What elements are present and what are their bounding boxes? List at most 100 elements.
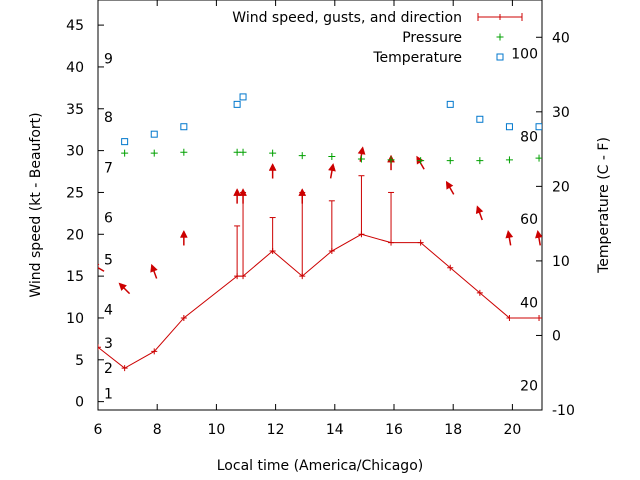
x-axis-label: Local time (America/Chicago) [217, 458, 423, 474]
wind-direction-arrow [535, 230, 542, 246]
pressure-point [239, 148, 247, 156]
fahrenheit-label: 80 [520, 129, 538, 145]
wind-arrow-head [118, 282, 127, 291]
wind-direction-arrow [179, 229, 188, 246]
x-tick-label: 14 [326, 422, 344, 438]
y2-axis-label: Temperature (C - F) [596, 137, 612, 274]
pressure-point [269, 149, 277, 157]
x-tick-label: 6 [94, 422, 103, 438]
pressure-point [446, 157, 454, 165]
beaufort-label: 3 [104, 336, 113, 352]
y2-tick-label: -10 [552, 403, 575, 419]
wind-arrow-head [505, 230, 514, 239]
plot-border [97, 0, 543, 411]
temperature-point [535, 123, 542, 131]
y-tick-label: 5 [75, 353, 84, 369]
pressure-point [476, 157, 484, 165]
wind-arrow-head [233, 188, 242, 196]
wind-speed-line [98, 233, 540, 369]
wind-direction-arrow [150, 263, 158, 279]
y2-tick-label: 10 [552, 254, 570, 270]
wind-arrow-head [475, 205, 484, 214]
wind-speed-point [447, 264, 454, 271]
wind-arrow-head [357, 146, 366, 155]
axis-ticks: 6 8 10 12 14 16 18 2005101520253035404512345678… [66, 0, 575, 438]
wind-direction-arrow [98, 263, 105, 272]
beaufort-label: 4 [104, 303, 113, 319]
wind-arrow-head [150, 263, 158, 273]
temperature-point [446, 100, 454, 108]
pressure-point [535, 154, 542, 162]
wind-arrow-head [298, 188, 307, 196]
wind-speed-point [121, 365, 128, 372]
x-tick-label: 12 [267, 422, 285, 438]
pressure-point [387, 156, 395, 164]
y-tick-label: 30 [66, 144, 84, 160]
pressure-point [298, 152, 306, 160]
wind-arrow-head [445, 180, 454, 190]
wind-arrow-head [98, 263, 100, 271]
wind-arrow-head [535, 230, 542, 239]
y-tick-label: 40 [66, 60, 84, 76]
wind-direction-arrow [328, 163, 336, 179]
wind-speed-point [417, 239, 424, 246]
fahrenheit-label: 20 [520, 378, 538, 394]
wind-speed-point [151, 348, 158, 355]
y-tick-label: 10 [66, 311, 84, 327]
wind-arrow-head [239, 188, 247, 196]
wind-arrow-head [179, 229, 188, 238]
y-tick-label: 35 [66, 102, 84, 118]
wind-speed-point [476, 289, 483, 296]
wind-arrow-shaft [98, 264, 105, 272]
fahrenheit-label: 60 [520, 212, 538, 228]
fahrenheit-label: 40 [520, 296, 538, 312]
wind-direction-arrow [239, 188, 247, 204]
beaufort-label: 7 [104, 160, 113, 176]
temperature-point [180, 123, 188, 131]
wind-direction-arrow [445, 180, 455, 195]
beaufort-label: 2 [104, 361, 113, 377]
temperature-point [239, 93, 247, 101]
y2-tick-label: 20 [552, 179, 570, 195]
pressure-point [150, 149, 158, 157]
pressure-point [180, 148, 188, 156]
plot-frame [97, 0, 543, 411]
wind-speed-point [536, 314, 542, 321]
wind-direction-arrow [505, 230, 514, 246]
wind-speed-point [98, 344, 101, 351]
wind-speed-point [506, 314, 513, 321]
wind-direction-arrow [298, 188, 307, 204]
pressure-point [233, 148, 241, 156]
y-axis-label: Wind speed (kt - Beaufort) [28, 112, 44, 297]
wind-direction-arrow [475, 205, 484, 221]
x-tick-label: 8 [153, 422, 162, 438]
beaufort-label: 9 [104, 52, 113, 68]
x-tick-label: 10 [207, 422, 225, 438]
y2-tick-label: 0 [552, 328, 561, 344]
legend-label: Wind speed, gusts, and direction [232, 10, 462, 26]
pressure-point [357, 155, 365, 163]
legend-label: Temperature [372, 50, 462, 66]
temperature-point [121, 138, 129, 146]
series-layer [98, 93, 542, 372]
wind-direction-arrow [233, 188, 242, 204]
pressure-point [417, 157, 425, 165]
y2-tick-label: 30 [552, 105, 570, 121]
y-tick-label: 15 [66, 269, 84, 285]
x-tick-label: 16 [385, 422, 403, 438]
beaufort-label: 5 [104, 252, 113, 268]
x-tick-label: 18 [444, 422, 462, 438]
beaufort-label: 8 [104, 110, 113, 126]
wind-arrow-head [416, 155, 424, 165]
fahrenheit-label: 100 [511, 47, 538, 63]
wind-speed-point [180, 314, 187, 321]
pressure-point [505, 156, 513, 164]
temperature-point [476, 115, 484, 123]
beaufort-label: 1 [104, 386, 113, 402]
pressure-point [121, 149, 129, 157]
temperature-point [505, 123, 513, 131]
legend-label: Pressure [402, 30, 462, 46]
pressure-point [328, 152, 336, 160]
wind-arrow-head [268, 162, 277, 171]
